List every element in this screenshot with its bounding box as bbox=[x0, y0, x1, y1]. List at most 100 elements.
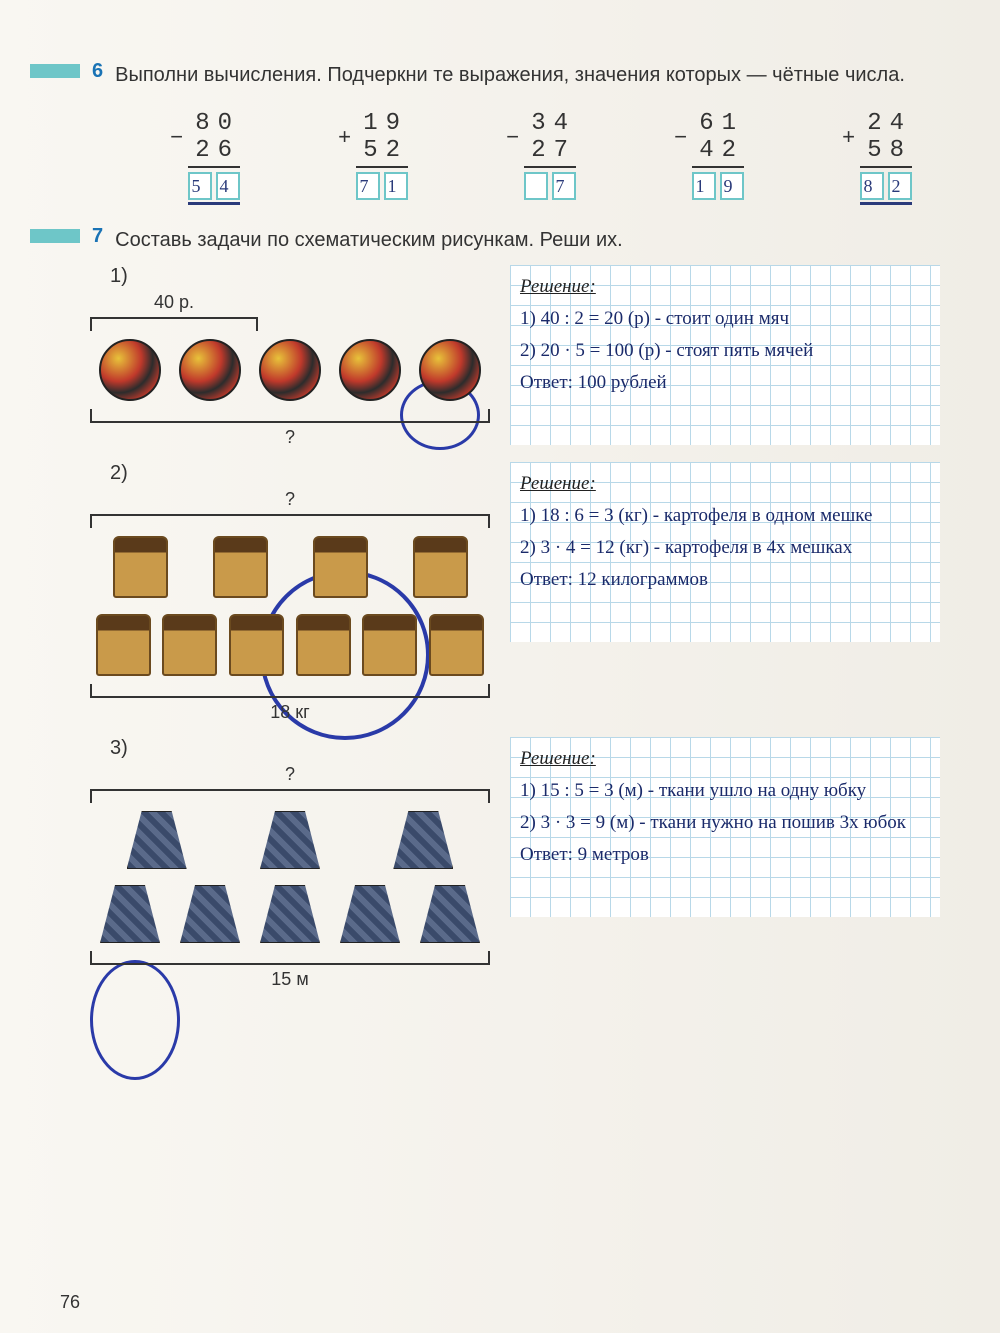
answer-boxes: 7 bbox=[524, 172, 576, 200]
task-7-text: Составь задачи по схематическим рисункам… bbox=[115, 225, 970, 255]
arith-sign: + bbox=[338, 126, 359, 151]
page-number: 76 bbox=[60, 1292, 80, 1313]
top-bracket-label: ? bbox=[90, 764, 490, 785]
accent-bar bbox=[30, 229, 80, 243]
arith-bottom: 27 bbox=[524, 137, 576, 164]
arith-line bbox=[524, 166, 576, 168]
bottom-bracket bbox=[90, 951, 490, 965]
answer-digit: 8 bbox=[860, 172, 884, 200]
ball-icon bbox=[179, 339, 241, 401]
solution-line: 2) 3 · 3 = 9 (м) - ткани нужно на пошив … bbox=[520, 807, 930, 839]
skirt-icon bbox=[127, 811, 187, 869]
solution-line: 1) 18 : 6 = 3 (кг) - картофеля в одном м… bbox=[520, 500, 930, 532]
arith-column: +195271 bbox=[356, 110, 408, 205]
answer-digit: 5 bbox=[188, 172, 212, 200]
arith-bottom: 26 bbox=[188, 137, 240, 164]
ball-icon bbox=[99, 339, 161, 401]
diagram: 1)40 р.? bbox=[90, 265, 490, 452]
diagram: 2)?18 кг bbox=[90, 462, 490, 727]
solution-header: Решение: bbox=[520, 271, 930, 303]
subproblem: 3)? 15 м Решение:1) 15 : 5 = 3 (м) - ткани… bbox=[90, 737, 970, 994]
ball-icon bbox=[259, 339, 321, 401]
arith-line bbox=[188, 166, 240, 168]
arithmetic-row: −802654+195271−34277−614219+245882 bbox=[130, 110, 970, 205]
skirt-icon bbox=[100, 885, 160, 943]
arith-top: 24 bbox=[860, 110, 912, 137]
answer-digit: 2 bbox=[888, 172, 912, 200]
top-bracket bbox=[90, 514, 490, 528]
arith-top: 19 bbox=[356, 110, 408, 137]
skirt-icon bbox=[260, 885, 320, 943]
arith-bottom: 58 bbox=[860, 137, 912, 164]
accent-bar bbox=[30, 64, 80, 78]
answer-digit: 1 bbox=[384, 172, 408, 200]
task-7-header: 7 Составь задачи по схематическим рисунк… bbox=[30, 225, 970, 255]
top-bracket bbox=[90, 789, 490, 803]
answer-digit: 1 bbox=[692, 172, 716, 200]
solution-panel: Решение:1) 40 : 2 = 20 (р) - стоит один … bbox=[510, 265, 940, 445]
sack-icon bbox=[162, 614, 217, 676]
items-row bbox=[90, 877, 490, 951]
task-6: 6 Выполни вычисления. Подчеркни те выраж… bbox=[30, 60, 970, 205]
arith-bottom: 52 bbox=[356, 137, 408, 164]
diagram: 3)? 15 м bbox=[90, 737, 490, 994]
answer-boxes: 19 bbox=[692, 172, 744, 200]
task-6-number: 6 bbox=[92, 60, 103, 83]
sack-icon bbox=[229, 614, 284, 676]
top-bracket-wrap: ? bbox=[90, 764, 490, 803]
arith-sign: − bbox=[170, 126, 191, 151]
ball-icon bbox=[419, 339, 481, 401]
task-7: 7 Составь задачи по схематическим рисунк… bbox=[30, 225, 970, 994]
sack-icon bbox=[113, 536, 168, 598]
subproblem: 1)40 р.?Решение:1) 40 : 2 = 20 (р) - сто… bbox=[90, 265, 970, 452]
bottom-bracket bbox=[90, 409, 490, 423]
answer-boxes: 71 bbox=[356, 172, 408, 200]
arith-line bbox=[692, 166, 744, 168]
solution-header: Решение: bbox=[520, 468, 930, 500]
arith-sign: − bbox=[674, 126, 695, 151]
arith-bottom: 42 bbox=[692, 137, 744, 164]
skirt-icon bbox=[180, 885, 240, 943]
solution-panel: Решение:1) 18 : 6 = 3 (кг) - картофеля в… bbox=[510, 462, 940, 642]
task-6-text: Выполни вычисления. Подчеркни те выражен… bbox=[115, 60, 970, 90]
solution-line: 1) 40 : 2 = 20 (р) - стоит один мяч bbox=[520, 303, 930, 335]
solution-header: Решение: bbox=[520, 743, 930, 775]
bottom-bracket bbox=[90, 684, 490, 698]
top-bracket-label: ? bbox=[90, 489, 490, 510]
items-row bbox=[90, 606, 490, 684]
solution-answer: Ответ: 12 килограммов bbox=[520, 564, 930, 596]
skirt-icon bbox=[420, 885, 480, 943]
arith-top: 61 bbox=[692, 110, 744, 137]
solution-panel: Решение:1) 15 : 5 = 3 (м) - ткани ушло н… bbox=[510, 737, 940, 917]
arith-column: −34277 bbox=[524, 110, 576, 205]
sack-icon bbox=[413, 536, 468, 598]
sack-icon bbox=[96, 614, 151, 676]
arith-column: +245882 bbox=[860, 110, 912, 205]
arith-top: 34 bbox=[524, 110, 576, 137]
answer-digit: 4 bbox=[216, 172, 240, 200]
answer-boxes: 54 bbox=[188, 172, 240, 205]
items-row bbox=[90, 331, 490, 409]
task-7-number: 7 bbox=[92, 225, 103, 248]
solution-line: 1) 15 : 5 = 3 (м) - ткани ушло на одну ю… bbox=[520, 775, 930, 807]
arith-sign: + bbox=[842, 126, 863, 151]
answer-digit: 9 bbox=[720, 172, 744, 200]
answer-digit bbox=[524, 172, 548, 200]
solution-line: 2) 20 · 5 = 100 (р) - стоят пять мячей bbox=[520, 335, 930, 367]
sack-icon bbox=[362, 614, 417, 676]
bottom-bracket-label: 15 м bbox=[90, 969, 490, 990]
sack-icon bbox=[313, 536, 368, 598]
bottom-bracket-label: ? bbox=[90, 427, 490, 448]
sub-label: 3) bbox=[110, 737, 490, 760]
sub-label: 2) bbox=[110, 462, 490, 485]
skirt-icon bbox=[260, 811, 320, 869]
top-bracket-label: 40 р. bbox=[90, 292, 258, 313]
top-bracket-wrap: 40 р. bbox=[90, 292, 258, 331]
ball-icon bbox=[339, 339, 401, 401]
sack-icon bbox=[296, 614, 351, 676]
arith-top: 80 bbox=[188, 110, 240, 137]
solution-answer: Ответ: 9 метров bbox=[520, 839, 930, 871]
task-6-header: 6 Выполни вычисления. Подчеркни те выраж… bbox=[30, 60, 970, 90]
solution-line: 2) 3 · 4 = 12 (кг) - картофеля в 4х мешк… bbox=[520, 532, 930, 564]
arith-column: −614219 bbox=[692, 110, 744, 205]
